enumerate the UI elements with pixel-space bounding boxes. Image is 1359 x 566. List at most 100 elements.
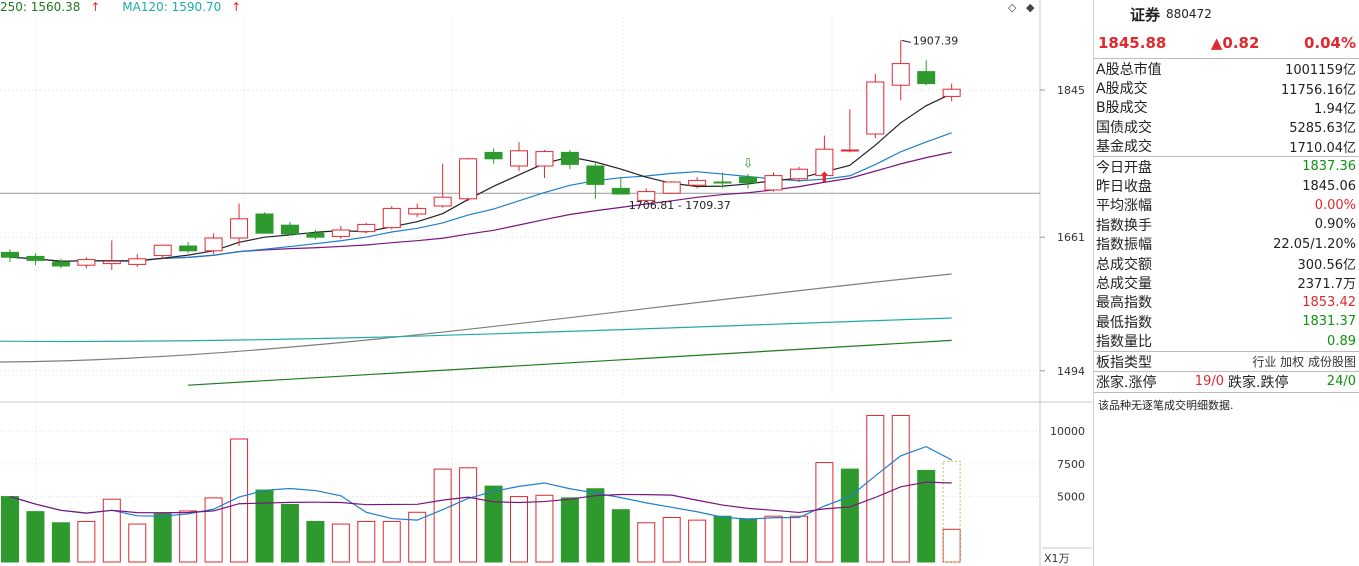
down-count-label: 跌家.跌停 <box>1228 374 1289 391</box>
candle-body <box>713 181 732 184</box>
volume-unit-label: X1万 <box>1044 552 1070 565</box>
market-label: 基金成交 <box>1096 139 1152 156</box>
volume-bar <box>764 515 783 563</box>
candle-body <box>1 251 19 258</box>
candle-body <box>77 259 96 266</box>
ma-legend: 250: 1560.38 ↑ MA120: 1590.70 ↑ <box>0 0 251 14</box>
stats-value: 22.05/1.20% <box>1273 236 1356 252</box>
candle-body <box>611 187 630 195</box>
buy-arrow-icon: ⬆ <box>819 170 831 186</box>
no-tick-data-note: 该品种无逐笔成交明细数据. <box>1098 398 1234 412</box>
ma60-line <box>0 273 952 363</box>
volume-bar <box>917 469 936 563</box>
stats-value: 0.90% <box>1314 217 1356 233</box>
candle-body <box>357 223 376 233</box>
price-tick-label: 1845 <box>1057 84 1085 97</box>
market-value: 5285.63亿 <box>1289 121 1356 137</box>
volume-bar <box>815 462 834 563</box>
ma250-legend: 250: 1560.38 <box>0 0 81 14</box>
market-value: 11756.16亿 <box>1280 82 1356 98</box>
volume-bar <box>560 497 579 563</box>
candle-body <box>840 149 859 152</box>
candle-body <box>255 213 274 234</box>
candle-body <box>382 207 401 229</box>
candle-body <box>560 151 579 165</box>
ma120-arrow-icon: ↑ <box>231 0 242 14</box>
stats-value: 1837.36 <box>1302 159 1356 175</box>
candle-body <box>484 151 503 160</box>
market-label: A股总市值 <box>1096 61 1162 78</box>
volume-bar <box>459 467 478 563</box>
up-count-label: 涨家.涨停 <box>1096 374 1157 391</box>
price-change: ▲0.82 <box>1210 34 1260 52</box>
security-code: 880472 <box>1166 7 1212 21</box>
ma120-legend: MA120: 1590.70 <box>122 0 222 14</box>
stats-row: 指数振幅 22.05/1.20% <box>1094 235 1359 254</box>
candle-body <box>26 255 45 261</box>
volume-bar <box>942 528 961 563</box>
price-change-pct: 0.04% <box>1303 34 1356 52</box>
diamond-outline-icon[interactable]: ◇ <box>1008 1 1017 14</box>
market-label: 国债成交 <box>1096 119 1152 136</box>
volume-bar <box>586 488 605 563</box>
stats-row: 总成交额 300.56亿 <box>1094 254 1359 273</box>
stats-label: 平均涨幅 <box>1096 198 1152 215</box>
stats-row: 平均涨幅 0.00% <box>1094 196 1359 215</box>
volume-bar <box>713 515 732 563</box>
stats-label: 指数换手 <box>1096 217 1152 234</box>
security-name: 证券 <box>1130 5 1161 24</box>
stats-label: 昨日收盘 <box>1096 179 1152 196</box>
high-pointer <box>901 39 911 43</box>
candle-body <box>230 218 249 239</box>
ma20-line <box>9 151 952 262</box>
stats-row: 最低指数 1831.37 <box>1094 312 1359 331</box>
volume-bar <box>331 523 350 563</box>
kline-chart[interactable]: 1845 1661 1494 10000 7500 5000 X1万 1907.39 1706.… <box>0 0 1092 566</box>
volume-bar <box>77 520 96 563</box>
stats-label: 最高指数 <box>1096 295 1152 312</box>
quote-panel: 证券 880472 1845.88 ▲0.82 0.04% A股总市值 10011… <box>1093 0 1359 566</box>
candle-body <box>459 158 478 200</box>
stats-label: 指数振幅 <box>1096 237 1152 254</box>
high-annotation: 1907.39 <box>913 34 959 47</box>
candle-body <box>764 175 783 191</box>
stats-value: 1845.06 <box>1302 178 1356 194</box>
candle-body <box>688 179 707 186</box>
sell-arrow-icon: ⇩ <box>743 157 754 172</box>
candle-body <box>637 191 656 201</box>
volume-bar <box>357 520 376 563</box>
volume-bar <box>153 513 172 563</box>
market-row: 国债成交 5285.63亿 <box>1094 117 1359 136</box>
volume-tick-label: 7500 <box>1057 458 1085 471</box>
market-row: 基金成交 1710.04亿 <box>1094 137 1359 156</box>
down-count-value: 24/0 <box>1326 374 1356 390</box>
volume-bar <box>637 522 656 563</box>
volume-bar <box>611 509 630 563</box>
candle-body <box>891 63 910 86</box>
diamond-filled-icon[interactable]: ◆ <box>1026 1 1035 14</box>
stats-value: 1853.42 <box>1302 294 1356 310</box>
price-row: 1845.88 ▲0.82 0.04% <box>1094 28 1359 58</box>
index-stats: 今日开盘 1837.36 昨日收盘 1845.06 平均涨幅 0.00% 指数换手 0.90%… <box>1094 157 1359 351</box>
volume-bar <box>408 511 427 563</box>
volume-bar <box>1 496 19 563</box>
candle-body <box>280 224 299 235</box>
candle-body <box>306 232 325 238</box>
stats-label: 总成交量 <box>1096 276 1152 292</box>
volume-tick-label: 5000 <box>1057 491 1085 504</box>
ma250-arrow-icon: ↑ <box>90 0 101 14</box>
index-type-value[interactable]: 行业 加权 成份股图 <box>1252 355 1356 370</box>
security-title: 证券 880472 <box>1094 0 1359 28</box>
market-row: A股总市值 1001159亿 <box>1094 59 1359 78</box>
volume-bar <box>535 494 554 563</box>
stats-value: 0.89 <box>1327 333 1356 349</box>
market-value: 1710.04亿 <box>1289 140 1356 156</box>
candle-body <box>128 258 147 265</box>
volume-bar <box>510 496 528 563</box>
stats-label: 今日开盘 <box>1096 159 1152 176</box>
kline-chart-svg[interactable]: 1845 1661 1494 10000 7500 5000 X1万 1907.39 1706.… <box>0 0 1092 566</box>
volume-bar <box>891 414 910 563</box>
market-summary: A股总市值 1001159亿 A股成交 11756.16亿 B股成交 1.94亿 国债成交 5… <box>1094 59 1359 156</box>
stats-label: 指数量比 <box>1096 334 1152 351</box>
candle-body <box>662 181 681 194</box>
